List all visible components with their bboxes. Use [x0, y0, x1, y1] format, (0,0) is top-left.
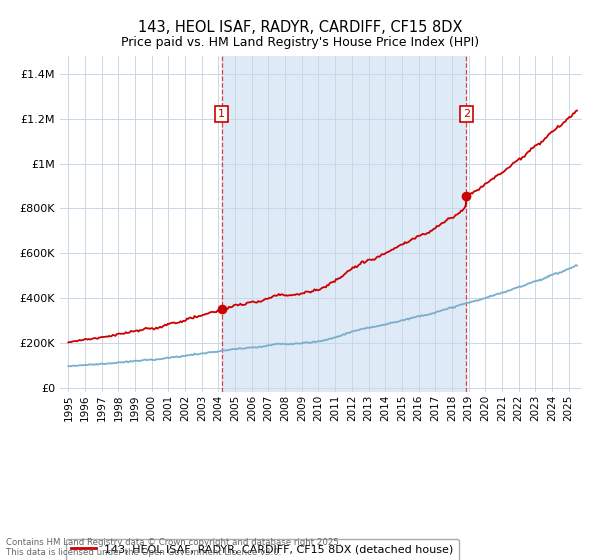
- Legend: 143, HEOL ISAF, RADYR, CARDIFF, CF15 8DX (detached house), HPI: Average price, d: 143, HEOL ISAF, RADYR, CARDIFF, CF15 8DX…: [65, 539, 459, 560]
- Text: Price paid vs. HM Land Registry's House Price Index (HPI): Price paid vs. HM Land Registry's House …: [121, 36, 479, 49]
- Bar: [221, 56, 466, 392]
- Text: 1: 1: [218, 109, 225, 119]
- Text: 143, HEOL ISAF, RADYR, CARDIFF, CF15 8DX: 143, HEOL ISAF, RADYR, CARDIFF, CF15 8DX: [138, 20, 462, 35]
- Text: 2: 2: [463, 109, 470, 119]
- Text: Contains HM Land Registry data © Crown copyright and database right 2025.
This d: Contains HM Land Registry data © Crown c…: [6, 538, 341, 557]
